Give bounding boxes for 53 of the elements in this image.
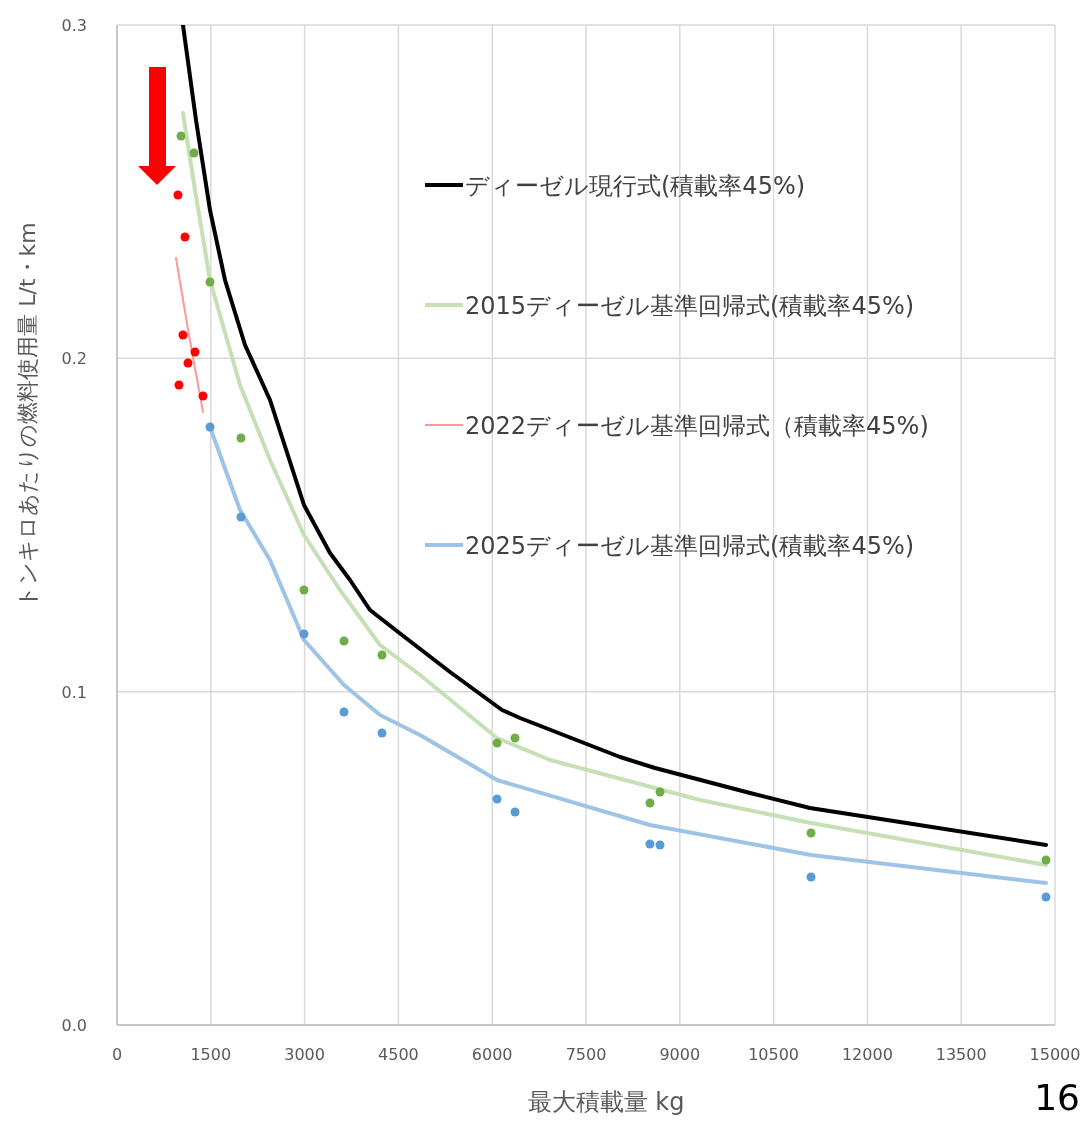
y-axis-title: トンキロあたりの燃料使用量 L/t・km: [15, 222, 40, 608]
point: [510, 733, 520, 743]
x-tick-label: 15000: [1029, 1045, 1081, 1064]
point: [645, 839, 655, 849]
point: [176, 131, 186, 141]
point: [806, 872, 816, 882]
y-tick-label: 0.0: [61, 1016, 87, 1035]
y-tick-label: 0.3: [61, 16, 87, 35]
point: [178, 330, 188, 340]
legend-label: 2022ディーゼル基準回帰式（積載率45%): [465, 412, 929, 440]
x-tick-label: 13500: [935, 1045, 987, 1064]
point: [1041, 855, 1051, 865]
point: [339, 707, 349, 717]
x-tick-label: 10500: [748, 1045, 800, 1064]
point: [510, 807, 520, 817]
point: [236, 433, 246, 443]
x-axis-title: 最大積載量 kg: [527, 1088, 685, 1116]
legend-label: ディーゼル現行式(積載率45%): [465, 172, 806, 200]
point: [655, 787, 665, 797]
x-tick-label: 3000: [284, 1045, 325, 1064]
point: [645, 798, 655, 808]
point: [492, 794, 502, 804]
x-tick-label: 1500: [190, 1045, 232, 1064]
point: [339, 636, 349, 646]
x-tick-label: 12000: [841, 1045, 893, 1064]
point: [236, 512, 246, 522]
x-tick-label: 6000: [471, 1045, 513, 1064]
point: [1041, 892, 1051, 902]
point: [189, 148, 199, 158]
text: 16: [1034, 1077, 1080, 1118]
point: [198, 391, 208, 401]
point: [377, 650, 387, 660]
x-tick-label: 4500: [378, 1045, 419, 1064]
point: [806, 828, 816, 838]
point: [173, 190, 183, 200]
legend-label: 2015ディーゼル基準回帰式(積載率45%): [465, 292, 915, 320]
point: [190, 347, 200, 357]
point: [299, 585, 309, 595]
point: [655, 840, 665, 850]
x-tick-label: 0: [111, 1045, 123, 1064]
point: [377, 728, 387, 738]
point: [183, 358, 193, 368]
legend-label: 2025ディーゼル基準回帰式(積載率45%): [465, 532, 915, 560]
y-tick-label: 0.2: [61, 349, 87, 369]
point: [205, 422, 215, 432]
point: [205, 277, 215, 287]
x-tick-label: 7500: [565, 1045, 607, 1064]
x-tick-label: 9000: [659, 1045, 701, 1064]
point: [180, 232, 190, 242]
point: [299, 629, 309, 639]
point: [174, 380, 184, 390]
point: [492, 738, 502, 748]
y-tick-label: 0.1: [61, 682, 87, 702]
